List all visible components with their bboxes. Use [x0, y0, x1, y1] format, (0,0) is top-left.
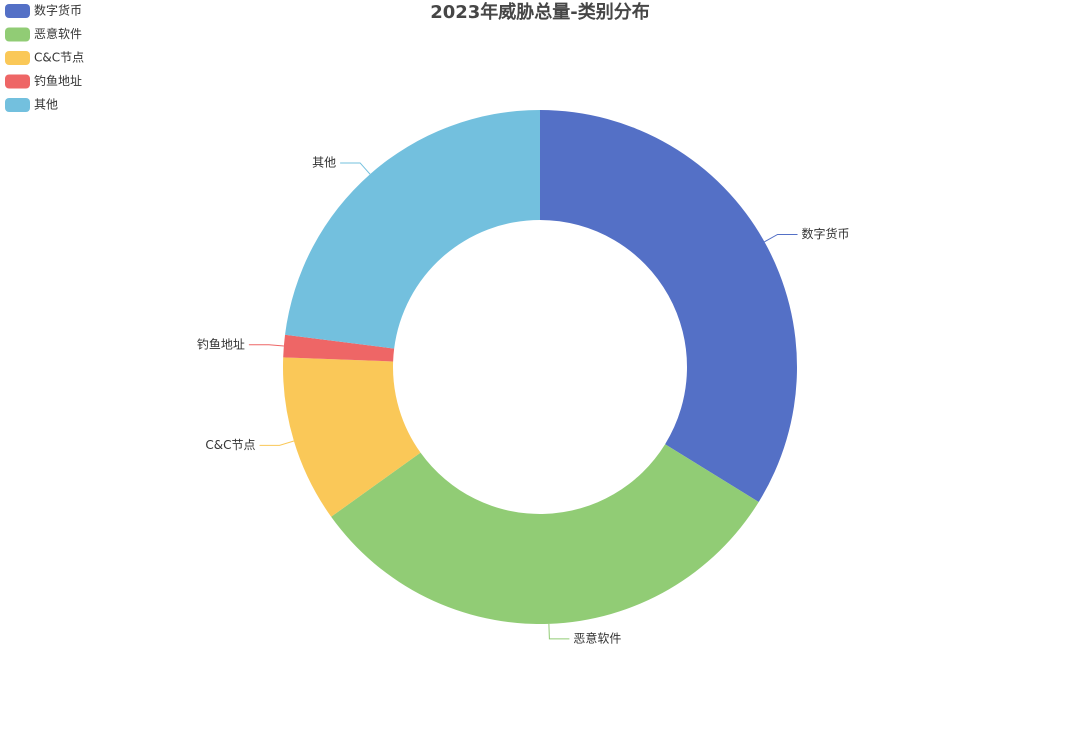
label-line [764, 233, 798, 243]
pie-slice [285, 110, 540, 349]
chart-title: 2023年威胁总量-类别分布 [430, 1, 650, 23]
slice-label: 其他 [312, 155, 336, 169]
legend-label[interactable]: 恶意软件 [34, 26, 82, 41]
label-line [259, 440, 295, 446]
pie-slice [283, 334, 395, 362]
pie-slice [540, 110, 797, 502]
label-line [548, 623, 570, 640]
legend-swatch[interactable] [5, 4, 30, 18]
pie-slice [331, 444, 759, 624]
legend-label[interactable]: 钓鱼地址 [34, 74, 82, 88]
slice-label: 钓鱼地址 [197, 337, 245, 351]
label-line [248, 344, 284, 347]
legend-swatch[interactable] [5, 51, 30, 65]
label-line [340, 162, 371, 175]
slice-label: 恶意软件 [573, 630, 621, 645]
legend-swatch[interactable] [5, 98, 30, 112]
legend-label[interactable]: 其他 [34, 98, 58, 112]
legend-label[interactable]: 数字货币 [34, 3, 82, 18]
legend-swatch[interactable] [5, 74, 30, 89]
legend-label[interactable]: C&C节点 [34, 51, 84, 65]
legend-swatch[interactable] [5, 27, 30, 42]
slice-label: 数字货币 [802, 226, 850, 241]
pie-slice [283, 357, 421, 517]
slice-label: C&C节点 [205, 438, 255, 452]
